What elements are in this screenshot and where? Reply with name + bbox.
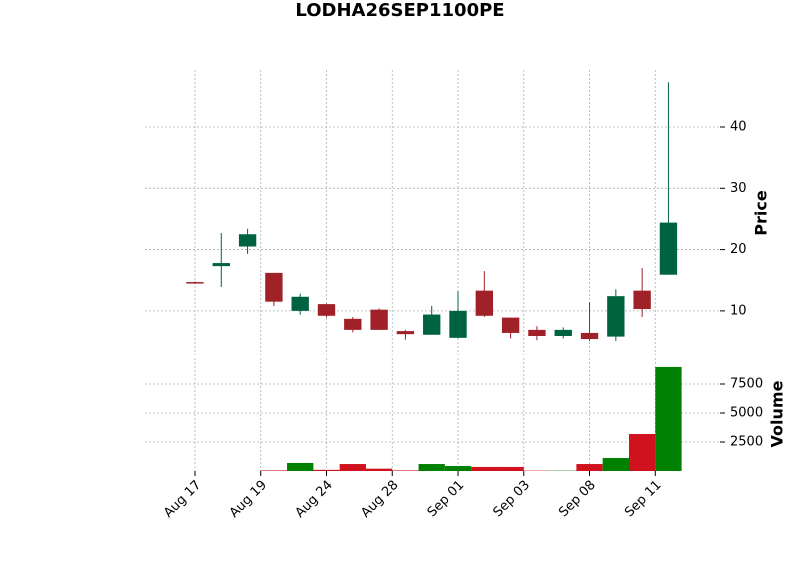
volume-bar (629, 434, 655, 471)
volume-bar (603, 458, 629, 471)
candle-body (449, 311, 466, 338)
volume-bar (471, 467, 497, 471)
volume-bar (419, 464, 445, 471)
candle-body (292, 297, 309, 311)
candle-body (423, 315, 440, 335)
y-tick-label: 40 (730, 120, 747, 135)
volume-bar (287, 463, 313, 471)
volume-bar (366, 469, 392, 471)
candle-body (318, 304, 335, 316)
candle-body (213, 263, 230, 266)
volume-bar (340, 464, 366, 471)
volume-tick-label: 7500 (730, 376, 763, 391)
x-tick-label: Aug 17 (161, 478, 204, 521)
volume-bar (576, 464, 602, 471)
candle-body (239, 234, 256, 246)
volume-bar (313, 470, 339, 471)
candle-body (344, 319, 361, 330)
y-tick-label: 20 (730, 242, 747, 257)
x-tick-label: Sep 03 (491, 478, 534, 521)
candle-body (581, 333, 598, 339)
price-axis-label: Price (752, 190, 771, 236)
y-tick-label: 30 (730, 181, 747, 196)
candle-body (502, 318, 519, 333)
x-tick-label: Sep 01 (425, 478, 468, 521)
chart-title: LODHA26SEP1100PE (295, 0, 504, 21)
volume-bar (497, 467, 523, 471)
candle-body (186, 282, 203, 284)
candle-body (370, 310, 387, 330)
x-tick-label: Sep 08 (556, 478, 599, 521)
candle-body (555, 330, 572, 336)
x-tick-label: Sep 11 (622, 478, 665, 521)
volume-bar (655, 367, 681, 471)
y-tick-label: 10 (730, 303, 747, 318)
volume-tick-label: 2500 (730, 434, 763, 449)
volume-bar (261, 470, 287, 471)
volume-axis-label: Volume (768, 380, 787, 447)
x-tick-label: Aug 24 (293, 478, 336, 521)
candle-body (528, 330, 545, 336)
candle-body (397, 331, 414, 334)
volume-bar (445, 466, 471, 471)
candle-body (476, 291, 493, 316)
candle-body (265, 273, 282, 302)
x-tick-label: Aug 28 (358, 478, 401, 521)
candle-body (660, 223, 677, 275)
candle-body (633, 291, 650, 309)
x-tick-label: Aug 19 (227, 478, 270, 521)
volume-tick-label: 5000 (730, 405, 763, 420)
volume-bar (392, 470, 418, 471)
candle-body (607, 296, 624, 336)
